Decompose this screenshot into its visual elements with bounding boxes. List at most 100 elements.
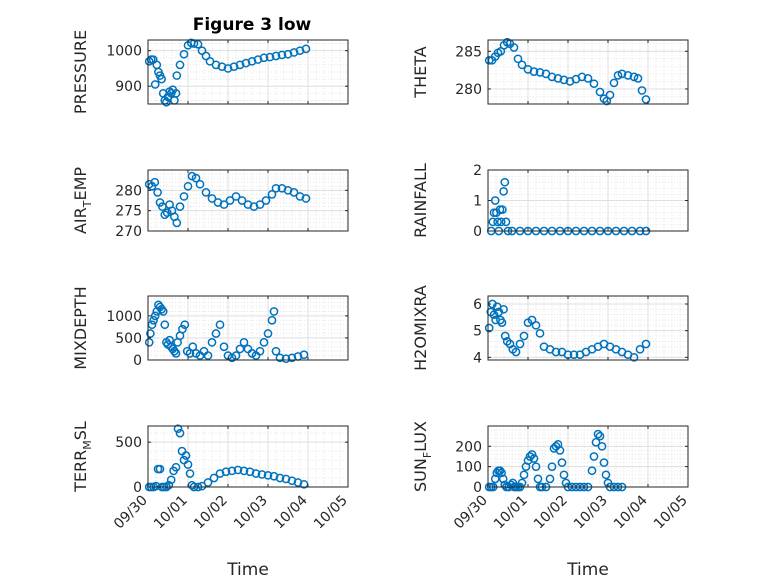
data-point bbox=[175, 202, 185, 211]
data-point bbox=[150, 177, 160, 187]
data-point bbox=[219, 342, 229, 352]
y-axis-label-8: SUNFLUX bbox=[411, 421, 434, 492]
data-point bbox=[150, 311, 160, 321]
data-point bbox=[158, 307, 168, 316]
y-tick-label: 500 bbox=[115, 435, 142, 451]
data-point bbox=[497, 318, 507, 328]
data-point bbox=[227, 466, 237, 476]
data-point bbox=[569, 350, 579, 360]
axes-box-2 bbox=[487, 39, 689, 105]
data-point bbox=[490, 196, 500, 205]
data-point bbox=[591, 437, 601, 447]
data-point bbox=[195, 179, 205, 189]
data-point bbox=[150, 80, 160, 89]
data-point bbox=[269, 307, 279, 316]
data-point bbox=[235, 60, 245, 70]
data-point bbox=[547, 72, 557, 82]
figure-title: Figure 3 low bbox=[193, 15, 312, 35]
data-point bbox=[263, 329, 273, 338]
data-point bbox=[191, 173, 201, 183]
data-point bbox=[166, 475, 176, 485]
data-point bbox=[547, 462, 557, 472]
data-point bbox=[265, 52, 275, 62]
data-point bbox=[583, 74, 593, 83]
data-point bbox=[577, 72, 587, 82]
x-tick-label: 10/03 bbox=[231, 493, 271, 533]
data-point bbox=[188, 342, 198, 352]
data-point bbox=[597, 441, 607, 451]
data-point bbox=[157, 304, 166, 314]
x-tick-label: 10/04 bbox=[271, 492, 311, 532]
data-point bbox=[494, 307, 504, 317]
data-point bbox=[595, 87, 605, 97]
data-point bbox=[500, 177, 510, 187]
data-point bbox=[527, 315, 537, 325]
data-point bbox=[599, 458, 609, 467]
x-tick-label: 10/02 bbox=[191, 493, 231, 533]
y-tick-label: 100 bbox=[455, 460, 482, 476]
y-tick-label: 0 bbox=[133, 480, 142, 496]
data-point bbox=[495, 466, 505, 476]
data-point bbox=[493, 217, 502, 227]
data-point bbox=[162, 97, 171, 107]
data-point bbox=[211, 60, 221, 70]
x-tick-label: 09/30 bbox=[111, 493, 151, 533]
axes-box-6 bbox=[487, 295, 689, 361]
x-tick-label: 10/01 bbox=[151, 493, 191, 533]
data-point bbox=[229, 62, 239, 72]
y-axis-label-4: RAINFALL bbox=[411, 163, 430, 238]
y-tick-label: 6 bbox=[473, 297, 482, 313]
y-tick-label: 0 bbox=[133, 353, 142, 369]
data-point bbox=[183, 181, 193, 191]
data-point bbox=[287, 353, 297, 363]
y-tick-label: 285 bbox=[455, 44, 482, 60]
data-point bbox=[517, 60, 527, 70]
data-point bbox=[172, 71, 182, 80]
x-axis-label: Time bbox=[566, 560, 609, 580]
axes-box-8 bbox=[487, 425, 689, 488]
data-point bbox=[593, 429, 603, 439]
data-point bbox=[301, 44, 311, 54]
data-point bbox=[629, 352, 639, 362]
data-point bbox=[519, 470, 529, 480]
data-point bbox=[635, 344, 645, 354]
data-point bbox=[155, 464, 165, 474]
data-point bbox=[287, 476, 297, 486]
data-point bbox=[231, 192, 241, 201]
data-point bbox=[171, 349, 181, 358]
data-point bbox=[589, 452, 599, 461]
data-point bbox=[509, 43, 519, 52]
data-point bbox=[605, 90, 615, 100]
y-tick-label: 0 bbox=[473, 480, 482, 496]
data-point bbox=[289, 48, 299, 57]
x-tick-label: 10/04 bbox=[611, 492, 651, 532]
data-point bbox=[231, 351, 241, 360]
data-point bbox=[271, 183, 281, 193]
x-tick-label: 10/05 bbox=[651, 493, 691, 533]
data-point bbox=[201, 51, 211, 61]
data-point bbox=[275, 353, 285, 363]
data-point bbox=[531, 462, 541, 472]
data-point bbox=[589, 79, 599, 89]
data-point bbox=[261, 196, 271, 205]
data-point bbox=[275, 473, 285, 483]
data-point bbox=[535, 68, 545, 77]
data-point bbox=[587, 466, 597, 476]
y-axis-label-1: PRESSURE bbox=[71, 30, 90, 114]
y-axis-label-6: H2OMIXRA bbox=[411, 285, 430, 371]
data-point bbox=[499, 187, 508, 196]
y-tick-label: 500 bbox=[115, 331, 142, 347]
y-axis-label-7: TERRMSL bbox=[71, 421, 94, 493]
data-point bbox=[203, 351, 213, 360]
x-tick-label: 10/03 bbox=[571, 493, 611, 533]
data-point bbox=[281, 354, 291, 364]
data-point bbox=[271, 51, 281, 61]
data-point bbox=[180, 320, 190, 330]
data-point bbox=[149, 315, 158, 325]
data-point bbox=[175, 60, 185, 70]
data-point bbox=[253, 55, 263, 64]
data-point bbox=[289, 188, 299, 197]
data-point bbox=[267, 315, 277, 325]
data-point bbox=[551, 347, 561, 357]
data-point bbox=[193, 39, 203, 49]
